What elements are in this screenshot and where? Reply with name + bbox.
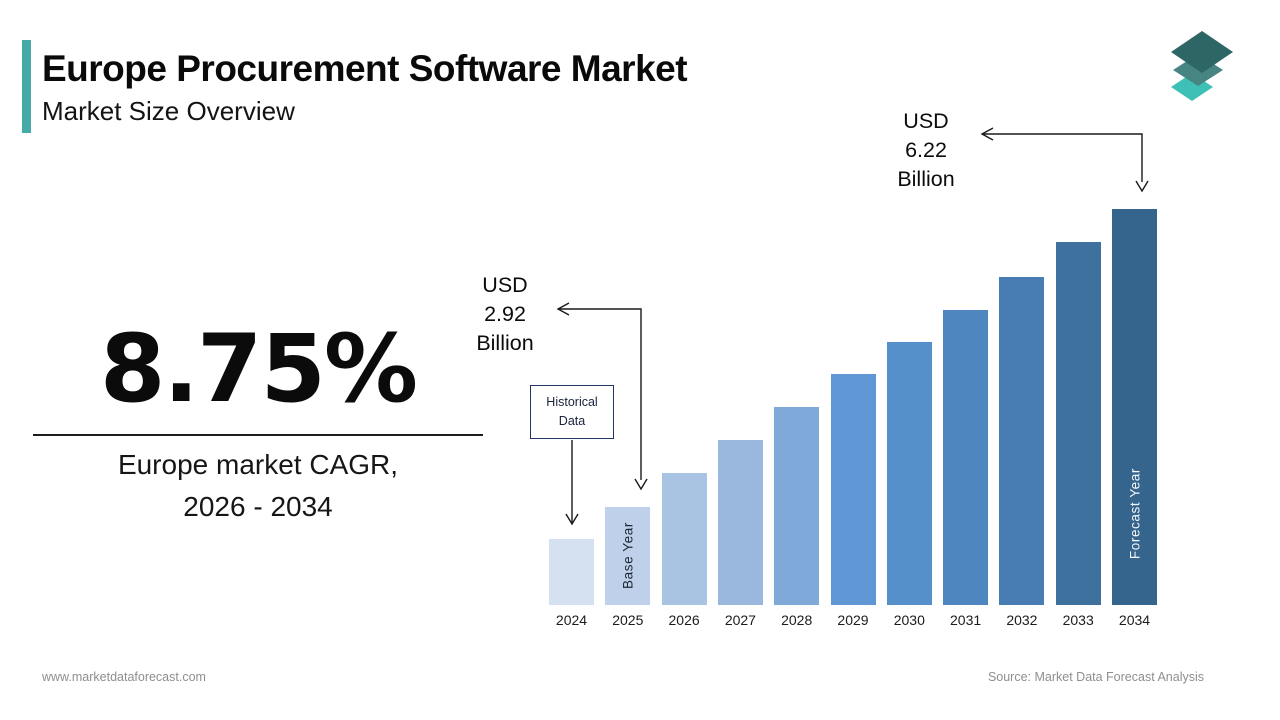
- bar-2033: [1055, 242, 1101, 605]
- historical-data-label: Historical Data: [546, 394, 598, 428]
- cagr-value: 8.75%: [99, 315, 418, 424]
- x-tick-2025: 2025: [612, 612, 644, 628]
- bar-chart: 2024 Base Year 2025 2026 2027 2028 2029 2030 203…: [549, 209, 1174, 628]
- cagr-caption: Europe market CAGR, 2026 - 2034: [28, 444, 488, 528]
- bar-2031: [943, 310, 989, 605]
- title-accent-bar: [22, 40, 31, 133]
- historical-data-box: Historical Data: [530, 385, 614, 439]
- base-value-line3: Billion: [476, 331, 534, 355]
- source-note: Source: Market Data Forecast Analysis: [987, 670, 1204, 684]
- layers-logo-icon: [1171, 31, 1233, 101]
- forecast-value-arrow: [980, 127, 1149, 193]
- x-tick-2028: 2028: [781, 612, 813, 628]
- bar-2034: Forecast Year: [1112, 209, 1157, 605]
- website-url: www.marketdataforecast.com: [42, 670, 206, 684]
- x-tick-2027: 2027: [724, 612, 756, 628]
- cagr-caption-line2: 2026 - 2034: [183, 491, 333, 522]
- cagr-caption-line1: Europe market CAGR,: [117, 449, 399, 480]
- base-value-line1: USD: [482, 273, 528, 297]
- x-tick-2031: 2031: [950, 612, 982, 628]
- bar-2027: [717, 440, 763, 605]
- base-year-value-note: USD 2.92 Billion: [445, 271, 565, 358]
- base-year-bar-label: Base Year: [620, 522, 636, 589]
- bar-2025: Base Year: [605, 507, 651, 605]
- forecast-year-bar-label: Forecast Year: [1127, 467, 1142, 559]
- bar-2028: [774, 407, 820, 605]
- bar-2029: [830, 374, 876, 605]
- forecast-year-value-note: USD 6.22 Billion: [866, 107, 986, 194]
- bar-2032: [999, 277, 1045, 605]
- x-tick-2026: 2026: [668, 612, 700, 628]
- x-tick-2032: 2032: [1006, 612, 1038, 628]
- stat-divider-line: [33, 434, 483, 436]
- base-value-line2: 2.92: [484, 302, 526, 326]
- forecast-value-line1: USD: [903, 109, 949, 133]
- x-tick-2030: 2030: [893, 612, 925, 628]
- bar-2030: [886, 342, 932, 605]
- forecast-value-line3: Billion: [897, 167, 955, 191]
- x-tick-2034: 2034: [1118, 612, 1151, 628]
- bar-2026: [661, 473, 707, 605]
- x-tick-2024: 2024: [555, 612, 588, 628]
- page-subtitle: Market Size Overview: [42, 96, 295, 126]
- x-tick-2029: 2029: [837, 612, 869, 628]
- x-tick-2033: 2033: [1062, 612, 1094, 628]
- bar-2024: [549, 539, 594, 605]
- page-title: Europe Procurement Software Market: [42, 48, 688, 89]
- forecast-value-line2: 6.22: [905, 138, 947, 162]
